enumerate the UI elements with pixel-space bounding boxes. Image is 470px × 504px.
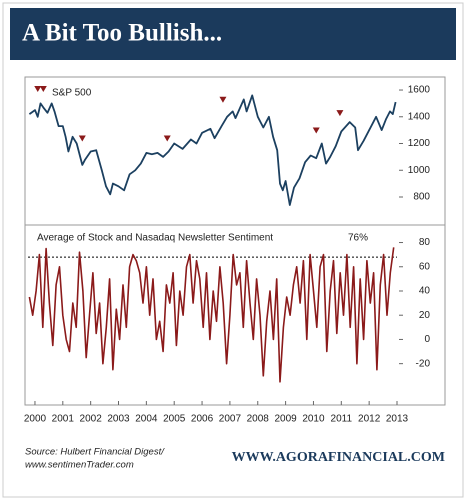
annotation: 76% bbox=[348, 233, 368, 244]
y-tick-label: 80 bbox=[419, 237, 431, 248]
y-tick-label: 1000 bbox=[408, 165, 431, 176]
x-tick-label: 2006 bbox=[191, 414, 214, 425]
x-tick-label: 2013 bbox=[386, 414, 409, 425]
x-tick-label: 2000 bbox=[24, 414, 47, 425]
marker bbox=[163, 135, 171, 142]
x-tick-label: 2011 bbox=[331, 414, 353, 425]
source: Source: Hulbert Financial Digest/ bbox=[25, 447, 165, 458]
y-tick-label: 40 bbox=[419, 286, 431, 297]
x-tick-label: 2005 bbox=[163, 414, 186, 425]
x-tick-label: 2001 bbox=[52, 414, 75, 425]
x-tick-label: 2007 bbox=[219, 414, 242, 425]
y-tick-label: 800 bbox=[413, 192, 430, 203]
y-tick-label: 0 bbox=[424, 334, 430, 345]
x-tick-label: 2012 bbox=[358, 414, 381, 425]
y-tick-label: -20 bbox=[416, 358, 431, 369]
page-title: A Bit Too Bullish... bbox=[22, 20, 222, 47]
marker bbox=[34, 86, 42, 93]
y-tick-label: 1400 bbox=[408, 111, 431, 122]
marker bbox=[219, 96, 227, 103]
marker bbox=[39, 86, 47, 93]
panel-label: Average of Stock and Nasadaq Newsletter … bbox=[37, 233, 273, 244]
title-banner bbox=[10, 8, 456, 60]
x-tick-label: 2002 bbox=[80, 414, 103, 425]
x-tick-label: 2008 bbox=[247, 414, 270, 425]
marker bbox=[312, 127, 320, 134]
y-tick-label: 1600 bbox=[408, 85, 431, 96]
x-tick-label: 2004 bbox=[135, 414, 158, 425]
plot-box bbox=[24, 76, 446, 406]
marker bbox=[78, 135, 86, 142]
x-tick-label: 2003 bbox=[107, 414, 130, 425]
y-tick-label: 60 bbox=[419, 261, 431, 272]
marker bbox=[336, 110, 344, 117]
data-line bbox=[28, 247, 395, 383]
x-tick-label: 2010 bbox=[302, 414, 325, 425]
y-tick-label: 1200 bbox=[408, 138, 431, 149]
x-tick-label: 2009 bbox=[274, 414, 297, 425]
source: www.sentimenTrader.com bbox=[25, 460, 134, 471]
website: WWW.AGORAFINANCIAL.COM bbox=[232, 450, 445, 465]
data-line bbox=[28, 94, 397, 206]
panel-label: S&P 500 bbox=[52, 88, 92, 99]
y-tick-label: 20 bbox=[419, 310, 431, 321]
